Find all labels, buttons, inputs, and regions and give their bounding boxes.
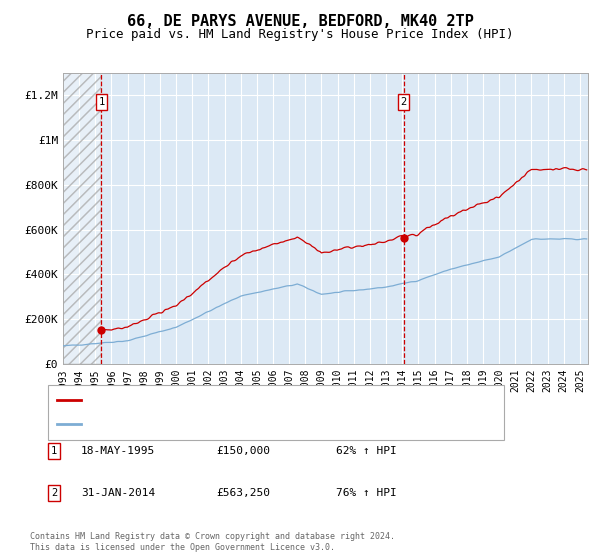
Text: 2: 2	[400, 97, 407, 107]
Text: 76% ↑ HPI: 76% ↑ HPI	[336, 488, 397, 498]
Text: 1: 1	[51, 446, 57, 456]
Text: 66, DE PARYS AVENUE, BEDFORD, MK40 2TP (detached house): 66, DE PARYS AVENUE, BEDFORD, MK40 2TP (…	[87, 395, 431, 405]
Bar	[63, 73, 101, 364]
Text: 18-MAY-1995: 18-MAY-1995	[81, 446, 155, 456]
Text: 66, DE PARYS AVENUE, BEDFORD, MK40 2TP: 66, DE PARYS AVENUE, BEDFORD, MK40 2TP	[127, 14, 473, 29]
Text: 31-JAN-2014: 31-JAN-2014	[81, 488, 155, 498]
Text: 62% ↑ HPI: 62% ↑ HPI	[336, 446, 397, 456]
Text: HPI: Average price, detached house, Bedford: HPI: Average price, detached house, Bedf…	[87, 419, 356, 429]
Text: £150,000: £150,000	[216, 446, 270, 456]
Text: Price paid vs. HM Land Registry's House Price Index (HPI): Price paid vs. HM Land Registry's House …	[86, 28, 514, 41]
Text: 2: 2	[51, 488, 57, 498]
Text: £563,250: £563,250	[216, 488, 270, 498]
Text: 1: 1	[98, 97, 104, 107]
Bar	[63, 73, 101, 364]
Text: Contains HM Land Registry data © Crown copyright and database right 2024.
This d: Contains HM Land Registry data © Crown c…	[30, 532, 395, 552]
